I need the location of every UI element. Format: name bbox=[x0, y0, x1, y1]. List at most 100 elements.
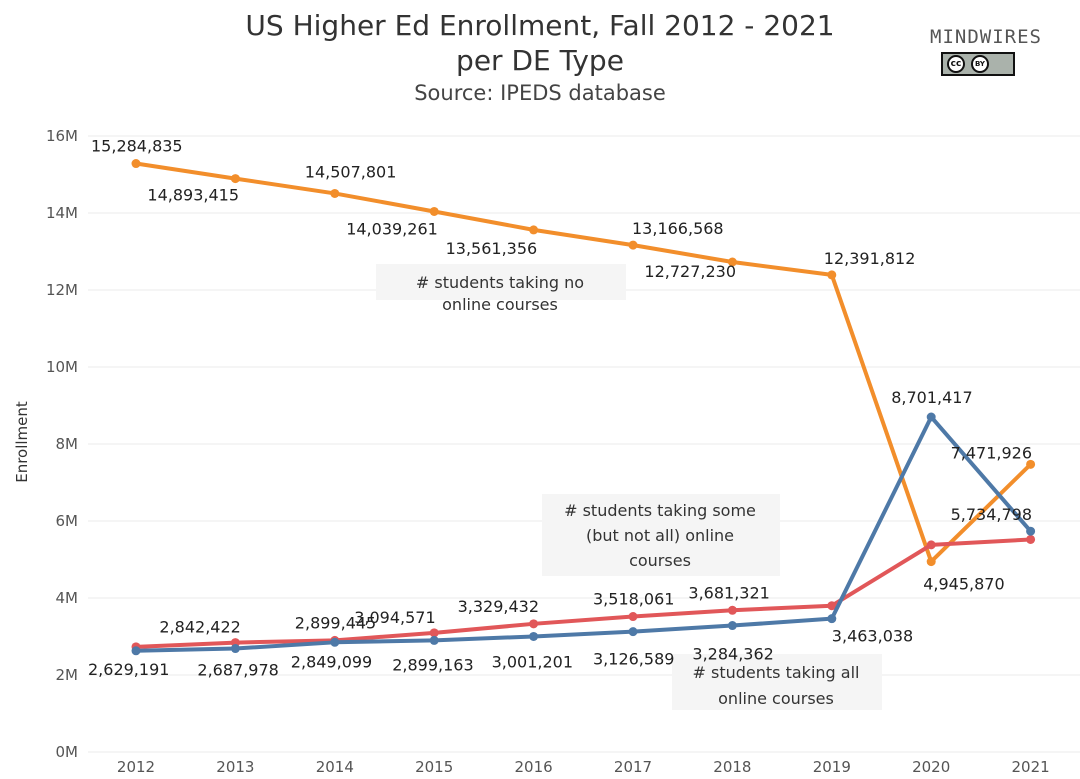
cc-by-badge: cc BY bbox=[941, 52, 1015, 76]
data-point bbox=[827, 601, 837, 611]
data-point bbox=[727, 605, 737, 615]
data-point bbox=[330, 637, 340, 647]
y-tick-label: 6M bbox=[56, 512, 79, 530]
data-point bbox=[628, 627, 638, 637]
data-label: 2,629,191 bbox=[88, 660, 169, 679]
annotation-layer: # students taking no online courses # stud… bbox=[376, 264, 882, 710]
y-tick-label: 10M bbox=[46, 358, 78, 376]
grid-layer bbox=[88, 135, 1080, 753]
chart-title-block: US Higher Ed Enrollment, Fall 2012 - 202… bbox=[0, 8, 1080, 108]
chart-title: US Higher Ed Enrollment, Fall 2012 - 202… bbox=[245, 9, 835, 42]
series-line bbox=[135, 537, 1031, 649]
data-point bbox=[727, 621, 737, 631]
data-label: 3,284,362 bbox=[692, 645, 773, 664]
data-point bbox=[131, 646, 141, 656]
cc-icon: cc bbox=[947, 55, 965, 73]
data-label: 7,471,926 bbox=[951, 443, 1032, 462]
data-point bbox=[727, 257, 737, 267]
annotation-text: online courses bbox=[442, 295, 558, 314]
annotation-text: online courses bbox=[718, 689, 834, 708]
data-point bbox=[529, 631, 539, 641]
data-label: 4,945,870 bbox=[923, 575, 1004, 594]
data-label: 15,284,835 bbox=[91, 137, 183, 156]
x-tick-label: 2014 bbox=[316, 758, 354, 776]
data-label: 5,734,798 bbox=[951, 505, 1032, 524]
data-point bbox=[827, 270, 837, 280]
annotation-box bbox=[376, 264, 626, 300]
data-label: 3,094,571 bbox=[354, 608, 435, 627]
annotation-text: # students taking all bbox=[693, 663, 860, 682]
data-label: 3,001,201 bbox=[492, 652, 573, 671]
x-tick-label: 2016 bbox=[515, 758, 553, 776]
data-point bbox=[926, 412, 936, 422]
x-tick-label: 2013 bbox=[216, 758, 254, 776]
data-label: 2,899,445 bbox=[295, 613, 376, 632]
series-line bbox=[135, 161, 1032, 564]
data-label: 3,518,061 bbox=[593, 590, 674, 609]
data-point bbox=[628, 612, 638, 622]
y-tick-label: 2M bbox=[56, 666, 79, 684]
chart-source: Source: IPEDS database bbox=[414, 81, 666, 105]
annotation-box bbox=[672, 654, 882, 710]
annotation-text: # students taking some bbox=[564, 501, 756, 520]
data-point bbox=[230, 174, 240, 184]
data-point bbox=[429, 628, 439, 638]
data-point bbox=[1026, 534, 1036, 544]
y-tick-label: 12M bbox=[46, 281, 78, 299]
y-axis-label: Enrollment bbox=[13, 401, 31, 483]
data-label: 12,727,230 bbox=[644, 262, 736, 281]
data-label: 14,893,415 bbox=[147, 186, 239, 205]
data-point bbox=[230, 644, 240, 654]
data-label: 3,463,038 bbox=[832, 627, 913, 646]
mindwires-logo: MINDWIRES cc BY bbox=[930, 26, 1042, 76]
data-point bbox=[1026, 526, 1036, 536]
y-tick-label: 0M bbox=[56, 743, 79, 761]
data-label: 2,842,422 bbox=[159, 618, 240, 637]
data-label: 2,687,978 bbox=[197, 661, 278, 680]
data-label: 2,899,163 bbox=[392, 655, 473, 674]
data-point bbox=[529, 619, 539, 629]
x-tick-label: 2019 bbox=[813, 758, 851, 776]
data-label: 3,329,432 bbox=[458, 597, 539, 616]
x-tick-label: 2021 bbox=[1012, 758, 1050, 776]
by-icon: BY bbox=[971, 55, 989, 73]
x-axis: 2012 2013 2014 2015 2016 2017 2018 2019 2020 2021 bbox=[117, 758, 1050, 776]
data-point bbox=[429, 206, 439, 216]
x-tick-label: 2017 bbox=[614, 758, 652, 776]
data-label: 8,701,417 bbox=[891, 388, 972, 407]
data-label: 13,561,356 bbox=[446, 239, 538, 258]
data-label: 14,039,261 bbox=[346, 219, 438, 238]
y-tick-label: 14M bbox=[46, 204, 78, 222]
data-point bbox=[1026, 459, 1036, 469]
chart-subtitle: per DE Type bbox=[456, 44, 624, 77]
annotation-text: courses bbox=[629, 551, 691, 570]
data-label: 13,166,568 bbox=[632, 219, 724, 238]
data-point bbox=[330, 188, 340, 198]
data-point bbox=[628, 240, 638, 250]
logo-text: MINDWIRES bbox=[930, 26, 1042, 48]
data-label: 3,126,589 bbox=[593, 650, 674, 669]
annotation-text: # students taking no bbox=[416, 273, 584, 292]
series-layer bbox=[131, 159, 1036, 656]
data-label-layer: 15,284,835 14,893,415 14,507,801 14,039,261… bbox=[88, 137, 1032, 680]
data-point bbox=[926, 540, 936, 550]
y-tick-label: 8M bbox=[56, 435, 79, 453]
data-point bbox=[529, 225, 539, 235]
x-tick-label: 2015 bbox=[415, 758, 453, 776]
y-axis: 0M 2M 4M 6M 8M 10M 12M 14M 16M bbox=[46, 127, 78, 761]
data-point bbox=[131, 159, 141, 169]
data-point bbox=[827, 614, 837, 624]
data-label: 3,681,321 bbox=[688, 583, 769, 602]
x-tick-label: 2020 bbox=[912, 758, 950, 776]
x-tick-label: 2018 bbox=[713, 758, 751, 776]
annotation-text: (but not all) online bbox=[586, 526, 734, 545]
data-point bbox=[926, 557, 936, 567]
series-line bbox=[135, 414, 1033, 653]
y-tick-label: 16M bbox=[46, 127, 78, 145]
x-tick-label: 2012 bbox=[117, 758, 155, 776]
data-point bbox=[429, 635, 439, 645]
data-label: 2,849,099 bbox=[291, 652, 372, 671]
y-tick-label: 4M bbox=[56, 589, 79, 607]
data-label: 14,507,801 bbox=[305, 162, 397, 181]
